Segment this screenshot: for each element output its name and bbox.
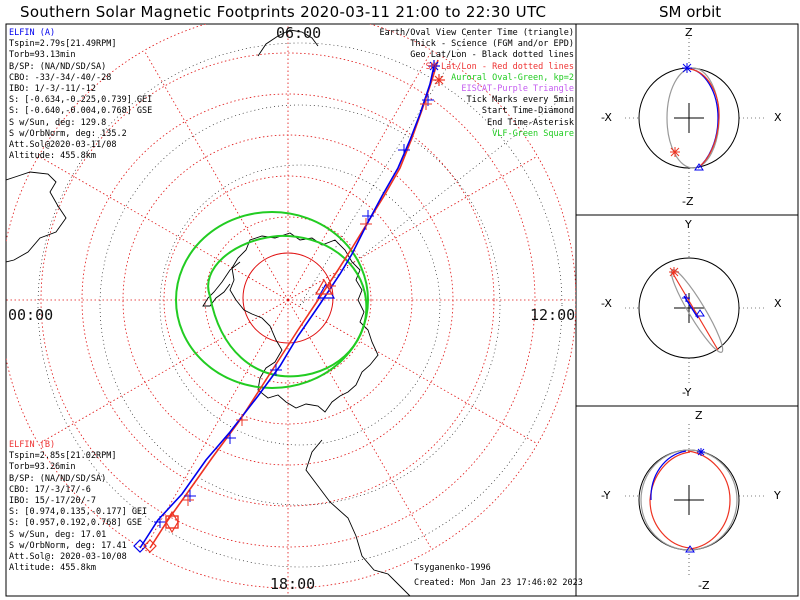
auroral-oval-outer xyxy=(175,211,369,389)
australia-coast xyxy=(305,439,411,596)
sm-panel-yz xyxy=(625,424,765,578)
legend-start: Start Time-Diamond xyxy=(481,106,574,117)
sm1-right: X xyxy=(774,111,782,124)
time-label-bottom: 18:00 xyxy=(270,575,316,593)
footer-created: Created: Mon Jan 23 17:46:02 2023 xyxy=(414,578,583,589)
legend-auroral: Auroral Oval-Green, kp=2 xyxy=(451,72,574,83)
elfin-a-line: Att.Sol@2020-03-11/08 xyxy=(9,140,117,151)
legend-eiscat: EISCAT-Purple Triangle xyxy=(461,84,574,95)
elfin-b-line: CBO: 17/-3/17/-6 xyxy=(9,484,91,495)
elfin-b-line: S w/OrbNorm, deg: 17.41 xyxy=(9,540,127,551)
sm-lon-lines xyxy=(6,24,576,596)
elfin-b-line: Tspin=2.85s[21.02RPM] xyxy=(9,451,117,462)
elfin-a-start-diamond xyxy=(133,539,147,553)
south-america-coast xyxy=(6,171,67,263)
elfin-a-line: IBO: 1/-3/-11/-12 xyxy=(9,84,96,95)
elfin-b-line: Torb=93.26min xyxy=(9,462,76,473)
elfin-a-name: ELFIN (A) xyxy=(9,28,56,38)
elfin-b-name: ELFIN (B) xyxy=(9,440,56,450)
auroral-oval-inner xyxy=(207,234,368,378)
legend-thick: Thick - Science (FGM and/or EPD) xyxy=(410,39,574,50)
elfin-a-line: Torb=93.13min xyxy=(9,50,76,61)
elfin-b-view-triangle xyxy=(314,278,334,295)
antarctica-coastline xyxy=(229,232,379,413)
elfin-b-track xyxy=(149,59,439,549)
sm2-right: X xyxy=(774,297,782,310)
sm1-left: -X xyxy=(601,111,612,124)
elfin-a-line: S: [-0.634,-0.225,0.739] GEI xyxy=(9,95,153,106)
sm2-left: -X xyxy=(601,297,612,310)
sm-orbit-title: SM orbit xyxy=(659,3,722,21)
elfin-b-info: ELFIN (B) Tspin=2.85s[21.02RPM] Torb=93.… xyxy=(9,440,147,574)
time-label-left: 00:00 xyxy=(8,306,54,324)
legend-end: End Time-Asterisk xyxy=(487,117,574,128)
legend-earth-oval: Earth/Oval View Center Time (triangle) xyxy=(379,28,574,38)
elfin-a-line: Altitude: 455.8km xyxy=(9,151,96,162)
legend-geo: Geo Lat/Lon - Black dotted lines xyxy=(410,50,574,61)
elfin-b-line: Att.Sol@: 2020-03-10/08 xyxy=(9,552,127,563)
sm-frame xyxy=(575,23,799,597)
elfin-b-line: IBO: 15/-17/20/-7 xyxy=(9,496,96,507)
footer: Tsyganenko-1996 Created: Mon Jan 23 17:4… xyxy=(414,563,583,589)
elfin-b-line: S w/Sun, deg: 17.01 xyxy=(9,529,107,540)
elfin-b-start-diamond-2 xyxy=(143,539,157,553)
africa-coast xyxy=(257,29,319,57)
legend-tick: Tick Marks every 5min xyxy=(466,95,574,106)
elfin-a-ticks xyxy=(154,94,434,528)
elfin-a-end-asterisk xyxy=(428,60,440,72)
sm3-left: -Y xyxy=(601,489,611,502)
elfin-b-line: S: [0.974,0.135,-0.177] GEI xyxy=(9,507,148,518)
plot-title: Southern Solar Magnetic Footprints 2020-… xyxy=(20,3,547,21)
legend-sm: SM Lat/Lon - Red dotted lines xyxy=(425,61,574,72)
sm2-top: Y xyxy=(685,218,692,231)
antarctic-peninsula xyxy=(202,261,241,307)
elfin-a-line: S: [-0.640,-0.004,0.768] GSE xyxy=(9,106,153,117)
sm-panel-xy xyxy=(625,232,765,386)
elfin-a-line: B/SP: (NA/ND/SD/SA) xyxy=(9,61,107,72)
time-label-top: 06:00 xyxy=(276,24,322,42)
legend: Earth/Oval View Center Time (triangle) T… xyxy=(380,28,574,140)
elfin-b-line: S: [0.957,0.192,0.768] GSE xyxy=(9,518,143,529)
elfin-b-line: B/SP: (NA/ND/SD/SA) xyxy=(9,473,107,484)
elfin-b-line: Altitude: 455.8km xyxy=(9,563,96,574)
elfin-b-start-diamond xyxy=(165,510,179,534)
legend-vlf: VLF-Green Square xyxy=(492,128,574,139)
elfin-a-line: Tspin=2.79s[21.49RPM] xyxy=(9,39,117,50)
sm2-bottom: -Y xyxy=(682,386,692,399)
sm-panel-xz xyxy=(625,38,765,196)
sm1-bottom: -Z xyxy=(682,195,694,208)
elfin-a-line: S w/Sun, deg: 129.8 xyxy=(9,117,107,128)
elfin-a-line: CBO: -33/-34/-40/-28 xyxy=(9,72,112,83)
elfin-a-line: S w/OrbNorm, deg: 135.2 xyxy=(9,128,127,139)
geo-grid xyxy=(37,29,563,568)
footer-model: Tsyganenko-1996 xyxy=(414,563,491,573)
sm3-bottom: -Z xyxy=(698,579,710,592)
sm1-top: Z xyxy=(685,26,693,39)
time-label-right: 12:00 xyxy=(530,306,576,324)
elfin-b-end-asterisk xyxy=(433,74,445,86)
sm3-right: Y xyxy=(774,489,781,502)
sm3-top: Z xyxy=(695,409,703,422)
elfin-a-info: ELFIN (A) Tspin=2.79s[21.49RPM] Torb=93.… xyxy=(9,28,152,162)
